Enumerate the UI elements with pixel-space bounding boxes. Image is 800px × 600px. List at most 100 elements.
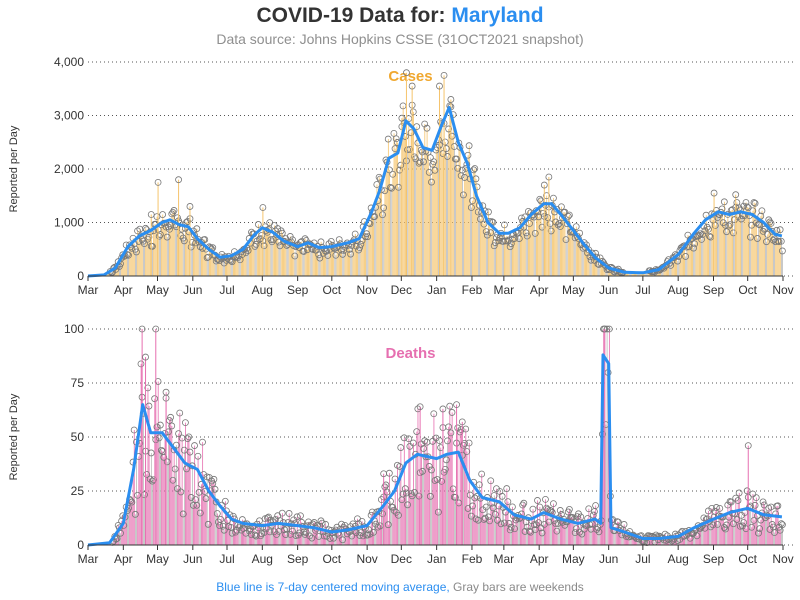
daily-marker [153,423,161,431]
daily-bar [304,534,306,545]
daily-marker [269,236,277,243]
daily-marker [397,444,405,451]
daily-marker [380,204,388,212]
chart-subtitle: Data source: Johns Hopkins CSSE (31OCT20… [216,31,584,47]
daily-marker [520,499,528,507]
daily-marker [409,108,417,116]
daily-marker [571,529,579,537]
daily-marker [446,402,454,410]
daily-bar [601,263,602,276]
daily-bar [148,406,150,545]
daily-bar [225,501,226,545]
daily-marker [732,494,740,502]
daily-marker [693,532,701,540]
daily-bar [425,456,427,545]
daily-bar [496,237,497,276]
daily-bar [136,442,137,545]
spike-marker [436,82,443,90]
daily-bar [242,254,243,276]
daily-bar [398,515,400,545]
daily-marker [779,521,786,529]
daily-bar [311,538,313,545]
spike-marker [732,191,740,199]
spike-marker [744,442,752,450]
daily-marker [532,521,540,529]
daily-bar [266,528,267,545]
daily-bar [724,201,725,276]
daily-marker [425,463,433,470]
daily-marker [407,129,415,137]
daily-marker [278,509,286,517]
daily-bar [205,249,207,276]
daily-marker [562,236,570,244]
y-tick-label: 75 [71,376,85,390]
daily-bar [359,247,361,276]
daily-bar [498,505,500,545]
daily-bar [408,118,410,276]
daily-bar [333,247,335,276]
daily-marker [530,521,538,529]
daily-bar [261,533,263,545]
daily-bar [190,497,192,545]
x-tick-label: Sep [287,283,309,297]
daily-bars [89,105,783,277]
daily-bar [201,484,202,545]
daily-bar [718,515,720,545]
daily-marker [740,519,748,526]
daily-bar [503,241,504,276]
deaths-panel: 0 25 50 75 100 Reported per Day Deaths Mar Apr Ma… [8,322,794,566]
daily-bar [513,515,515,545]
daily-bar [547,217,549,276]
daily-bar [485,231,487,276]
daily-bar [177,217,178,276]
daily-bar [597,527,599,545]
daily-bar [195,499,197,545]
daily-marker [301,531,309,538]
daily-marker [426,492,434,500]
daily-bar [431,182,433,276]
daily-marker [209,480,217,488]
daily-bar [302,526,304,545]
daily-marker [736,522,744,530]
daily-marker [707,523,715,531]
daily-marker [158,446,165,454]
daily-bar [515,231,517,276]
daily-marker [758,207,766,215]
daily-bar [734,513,736,545]
daily-bar [163,223,165,276]
daily-marker [411,153,418,161]
daily-bar [521,513,523,545]
daily-bar [776,230,778,276]
daily-bar [203,474,205,545]
daily-bar [401,499,403,545]
daily-bar [693,248,695,276]
daily-marker [523,523,531,531]
daily-marker [156,421,164,429]
daily-bar [446,148,447,276]
daily-marker [211,485,219,493]
daily-marker [497,520,505,528]
daily-bar [509,529,511,545]
daily-bar [325,524,327,545]
daily-marker [494,516,501,524]
daily-marker [421,120,429,128]
daily-marker [701,227,709,235]
daily-marker [155,232,163,240]
daily-bar [180,235,182,276]
daily-bar [614,530,616,545]
daily-bar [280,526,282,545]
daily-bar [303,531,305,545]
daily-marker [689,530,696,538]
x-tick-label: Dec [391,552,412,566]
daily-bar [162,451,164,545]
daily-bar [269,222,271,276]
daily-bar [537,211,539,276]
daily-bar [492,222,494,276]
daily-bar [760,216,762,276]
daily-marker [389,503,397,511]
daily-bar [708,229,709,276]
daily-bar [517,233,519,276]
x-tick-label: Oct [738,552,757,566]
daily-bar [549,223,551,276]
daily-bar [755,497,757,545]
